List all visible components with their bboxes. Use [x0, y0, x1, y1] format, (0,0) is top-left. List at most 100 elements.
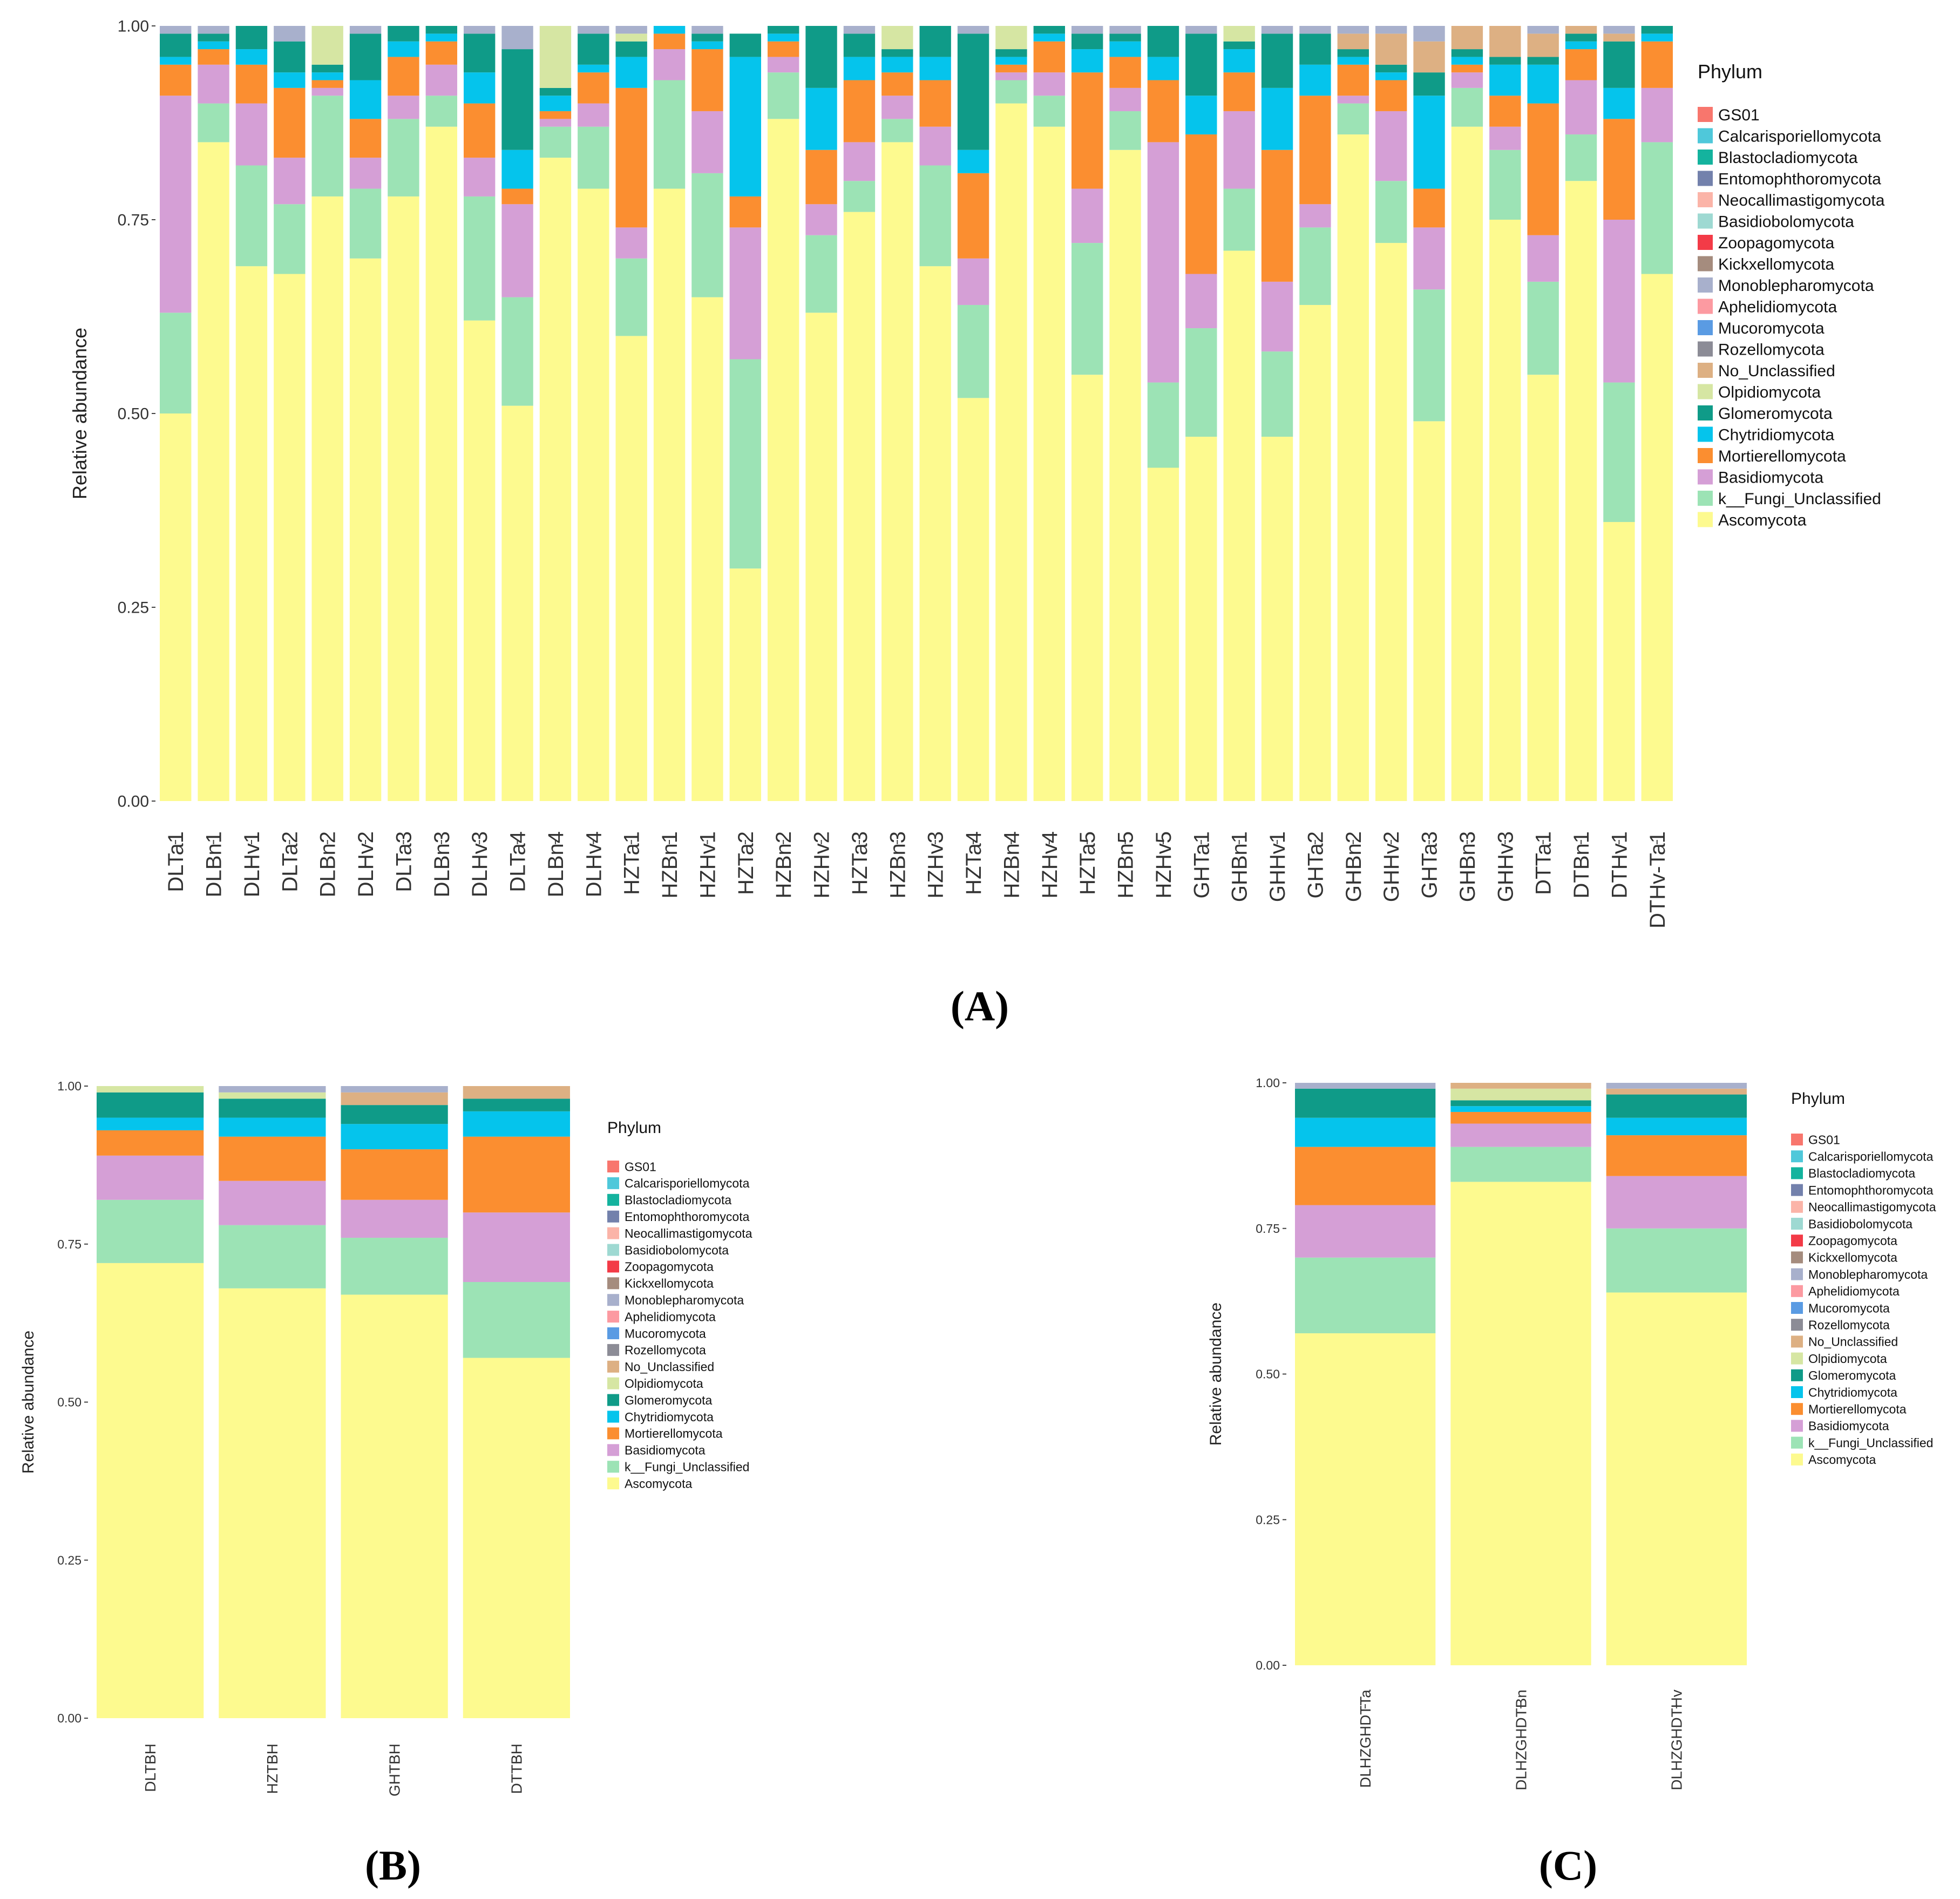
legend-swatch	[1791, 1420, 1803, 1432]
x-tick-label: HZTa3	[848, 831, 872, 895]
bar-segment-mortierellomycota	[1527, 103, 1559, 235]
legend-item-neocallimastigomycota: Neocallimastigomycota	[1698, 192, 1885, 209]
bar-segment-glomeromycota	[235, 26, 268, 50]
bar-segment-glomeromycota	[881, 49, 913, 57]
bar-segment-chytridiomycota	[1295, 1117, 1436, 1147]
bar-segment-glomeromycota	[388, 26, 419, 42]
legend-item-entomophthoromycota: Entomophthoromycota	[607, 1210, 750, 1224]
bar-stack-dlta2	[274, 26, 306, 801]
legend-label: Rozellomycota	[625, 1343, 706, 1357]
bar-segment-chytridiomycota	[1375, 72, 1407, 80]
bar-segment-glomeromycota	[1109, 33, 1141, 42]
legend-swatch	[1791, 1369, 1803, 1381]
bar-stack-ghta1	[1185, 26, 1217, 801]
bar-segment-no-unclassified	[1489, 26, 1521, 57]
x-tick-label: DLHv2	[354, 831, 378, 897]
bar-segment-basidiomycota	[1299, 204, 1331, 228]
bar-segment-mortierellomycota	[539, 111, 572, 119]
bar-segment-basidiomycota	[311, 87, 343, 96]
bar-segment-basidiomycota	[1603, 220, 1635, 383]
bar-stack-ghtbh	[341, 1086, 448, 1718]
bar-segment-basidiomycota	[388, 96, 419, 119]
x-tick-label: DLBn1	[202, 831, 226, 897]
bar-segment-glomeromycota	[995, 49, 1027, 57]
legend-item-chytridiomycota: Chytridiomycota	[1791, 1385, 1897, 1399]
bar-segment-chytridiomycota	[768, 33, 799, 42]
legend-label: k__Fungi_Unclassified	[1808, 1436, 1933, 1450]
bar-segment-olpidiomycota	[539, 26, 572, 88]
legend-item-calcarisporiellomycota: Calcarisporiellomycota	[1698, 127, 1881, 145]
legend-swatch	[1698, 363, 1713, 378]
bar-segment-ascomycota	[501, 405, 533, 801]
bar-segment-k-fungi-unclassified	[615, 258, 647, 336]
y-axis-label-a: Relative abundance	[69, 328, 91, 499]
bar-segment-ascomycota	[425, 126, 457, 802]
legend-swatch	[607, 1427, 619, 1440]
bar-segment-k-fungi-unclassified	[843, 181, 876, 212]
x-tick-label: HZTa5	[1076, 831, 1100, 895]
legend-label: Neocallimastigomycota	[625, 1226, 752, 1240]
legend-item-k-fungi-unclassified: k__Fungi_Unclassified	[1791, 1436, 1933, 1450]
legend-item-zoopagomycota: Zoopagomycota	[1698, 234, 1834, 252]
bar-segment-mortierellomycota	[311, 80, 343, 88]
bar-segment-basidiomycota	[995, 72, 1027, 80]
legend-item-basidiomycota: Basidiomycota	[607, 1443, 706, 1457]
bar-segment-chytridiomycota	[995, 57, 1027, 65]
legend-label: Kickxellomycota	[1718, 255, 1834, 273]
bar-stack-dlhv3	[464, 26, 496, 801]
bar-segment-basidiomycota	[957, 258, 989, 305]
bar-segment-olpidiomycota	[97, 1086, 204, 1093]
bar-segment-mortierellomycota	[219, 1136, 326, 1181]
bar-segment-ascomycota	[1565, 181, 1597, 802]
bar-segment-glomeromycota	[464, 33, 496, 73]
bar-segment-ascomycota	[1337, 134, 1369, 801]
legend-item-basidiobolomycota: Basidiobolomycota	[1698, 213, 1854, 230]
bar-segment-mortierellomycota	[1185, 134, 1217, 274]
legend-item-basidiobolomycota: Basidiobolomycota	[607, 1243, 729, 1257]
bar-segment-basidiomycota	[768, 57, 799, 73]
bar-segment-basidiomycota	[729, 227, 761, 360]
bar-segment-k-fungi-unclassified	[349, 188, 382, 259]
legend-label: GS01	[625, 1159, 656, 1174]
x-tick-label: GHBn1	[1228, 831, 1252, 902]
bar-segment-mortierellomycota	[349, 119, 382, 158]
legend-label: Monoblepharomycota	[1718, 277, 1874, 295]
legend-label: Rozellomycota	[1808, 1318, 1890, 1332]
y-tick-label: 1.00	[1256, 1076, 1280, 1090]
legend-label: Chytridiomycota	[625, 1410, 714, 1424]
bar-segment-mortierellomycota	[341, 1149, 448, 1200]
x-tick-label: GHHv3	[1494, 831, 1517, 902]
legend-swatch	[607, 1311, 619, 1323]
bar-segment-k-fungi-unclassified	[1071, 243, 1103, 375]
legend-item-kickxellomycota: Kickxellomycota	[607, 1277, 714, 1291]
bar-segment-mortierellomycota	[1413, 188, 1445, 228]
bar-segment-chytridiomycota	[1413, 96, 1445, 189]
bar-segment-mortierellomycota	[97, 1130, 204, 1156]
panel-b-chart: 0.00 0.25 0.50 0.75 1.00 Relative abundance DL…	[19, 1079, 752, 1796]
legend-label: Calcarisporiellomycota	[625, 1176, 750, 1190]
legend-item-mucoromycota: Mucoromycota	[1698, 320, 1825, 337]
legend-swatch	[607, 1444, 619, 1456]
bar-segment-glomeromycota	[219, 1098, 326, 1118]
legend-swatch	[1791, 1403, 1803, 1415]
bar-segment-ascomycota	[843, 212, 876, 801]
x-tick-label: HZTa1	[620, 831, 644, 895]
bar-segment-ascomycota	[341, 1294, 448, 1718]
legend-swatch	[607, 1360, 619, 1373]
legend-swatch	[607, 1227, 619, 1239]
bar-segment-glomeromycota	[805, 26, 837, 88]
legend-label: Neocallimastigomycota	[1808, 1200, 1936, 1214]
bar-segment-other-phyla	[1337, 26, 1369, 34]
legend-item-mucoromycota: Mucoromycota	[607, 1326, 706, 1340]
x-tick-label: HZBn5	[1114, 831, 1138, 899]
legend-item-ascomycota: Ascomycota	[607, 1476, 692, 1490]
bar-segment-glomeromycota	[274, 41, 306, 73]
y-axis-label-c: Relative abundance	[1207, 1303, 1225, 1446]
bar-segment-basidiomycota	[1147, 142, 1179, 383]
bar-stack-dtbn1	[1565, 26, 1597, 802]
bar-segment-glomeromycota	[311, 64, 343, 73]
bar-stack-hzbn2	[768, 26, 799, 801]
bars-a	[160, 26, 1673, 802]
bar-stack-dlbn2	[311, 26, 343, 801]
legend-swatch	[607, 1327, 619, 1339]
